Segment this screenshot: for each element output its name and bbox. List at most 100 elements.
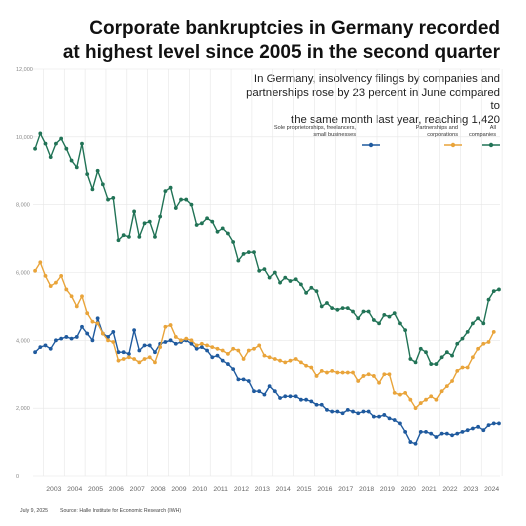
data-point-sole <box>199 345 204 350</box>
data-point-partnerships <box>403 391 408 395</box>
data-point-all <box>257 268 262 273</box>
data-point-partnerships <box>137 360 142 365</box>
data-point-partnerships <box>126 355 131 360</box>
data-point-all <box>184 197 189 202</box>
data-point-all <box>252 250 256 255</box>
data-point-sole <box>231 367 236 372</box>
data-point-sole <box>262 392 267 397</box>
y-tick-label: 0 <box>16 474 19 480</box>
data-point-sole <box>497 421 501 426</box>
data-point-all <box>283 275 288 280</box>
data-point-all <box>471 321 475 326</box>
data-point-partnerships <box>356 379 361 383</box>
data-point-all <box>59 136 64 141</box>
data-point-partnerships <box>304 363 309 368</box>
data-point-all <box>106 197 110 202</box>
data-point-partnerships <box>205 343 209 348</box>
data-point-all <box>497 287 501 292</box>
data-point-partnerships <box>455 368 460 373</box>
x-tick-label: 2010 <box>192 486 207 493</box>
data-point-all <box>403 328 408 333</box>
data-point-partnerships <box>132 357 137 361</box>
data-point-partnerships <box>231 346 236 351</box>
data-point-sole <box>335 409 340 414</box>
data-point-sole <box>429 431 434 436</box>
data-point-partnerships <box>246 348 251 353</box>
data-point-sole <box>85 331 90 336</box>
data-point-all <box>48 155 53 160</box>
data-point-sole <box>424 430 428 434</box>
data-point-partnerships <box>69 294 74 299</box>
data-point-sole <box>450 433 454 438</box>
data-point-sole <box>33 350 37 355</box>
x-tick-label: 2017 <box>338 486 353 493</box>
data-point-partnerships <box>413 406 418 411</box>
data-point-partnerships <box>262 353 267 358</box>
data-point-all <box>111 195 116 200</box>
data-point-all <box>377 321 381 326</box>
data-point-partnerships <box>408 397 413 402</box>
data-point-partnerships <box>173 335 178 339</box>
data-point-all <box>439 355 444 360</box>
x-tick-label: 2004 <box>67 486 82 493</box>
x-tick-label: 2014 <box>276 486 291 493</box>
data-point-sole <box>408 440 413 444</box>
data-point-all <box>382 313 387 317</box>
data-point-partnerships <box>210 345 215 350</box>
data-point-partnerships <box>80 294 84 299</box>
data-point-sole <box>371 414 376 419</box>
data-point-all <box>366 309 371 314</box>
data-point-all <box>54 141 58 146</box>
data-point-partnerships <box>450 379 454 383</box>
data-point-all <box>246 250 251 255</box>
y-tick-label: 8,000 <box>16 203 30 209</box>
data-point-sole <box>168 338 173 343</box>
data-point-sole <box>121 350 126 355</box>
data-point-all <box>168 185 173 190</box>
data-point-sole <box>106 335 110 339</box>
x-tick-label: 2007 <box>130 486 145 493</box>
x-tick-label: 2008 <box>151 486 166 493</box>
x-tick-label: 2006 <box>109 486 124 493</box>
data-point-sole <box>471 426 475 431</box>
x-tick-label: 2005 <box>88 486 103 493</box>
data-point-sole <box>59 336 64 341</box>
data-point-partnerships <box>74 304 79 309</box>
data-point-all <box>121 233 126 238</box>
data-point-all <box>153 234 157 239</box>
data-point-all <box>33 146 37 151</box>
data-point-all <box>189 202 194 207</box>
x-tick-label: 2013 <box>255 486 270 493</box>
data-point-sole <box>246 379 251 383</box>
data-point-sole <box>126 352 131 356</box>
legend-partnerships-marker <box>450 142 456 148</box>
data-point-sole <box>330 409 335 414</box>
data-point-partnerships <box>293 357 298 361</box>
data-point-sole <box>205 348 209 353</box>
data-point-all <box>95 168 100 173</box>
data-point-sole <box>319 402 324 407</box>
data-point-partnerships <box>215 346 220 351</box>
y-tick-label: 12,000 <box>16 67 33 73</box>
data-point-partnerships <box>299 360 303 365</box>
data-point-sole <box>236 377 241 382</box>
data-point-sole <box>460 430 465 434</box>
chart-subtitle: In Germany, insolvency filings by compan… <box>240 73 500 127</box>
data-point-partnerships <box>48 284 53 288</box>
data-point-sole <box>48 346 53 351</box>
data-point-all <box>476 316 481 321</box>
data-point-partnerships <box>199 341 204 346</box>
subtitle-line-2: partnerships rose by 23 percent in June … <box>246 86 500 113</box>
data-point-sole <box>392 418 397 422</box>
data-point-all <box>424 350 428 355</box>
data-point-partnerships <box>460 365 465 370</box>
data-point-partnerships <box>100 331 105 336</box>
data-point-sole <box>345 407 350 412</box>
data-point-all <box>236 258 241 263</box>
data-point-partnerships <box>106 338 110 343</box>
data-point-partnerships <box>465 365 470 370</box>
data-point-partnerships <box>444 384 449 389</box>
chart-title: Corporate bankruptcies in Germany record… <box>60 17 500 65</box>
data-point-sole <box>481 428 486 433</box>
data-point-all <box>85 172 90 177</box>
